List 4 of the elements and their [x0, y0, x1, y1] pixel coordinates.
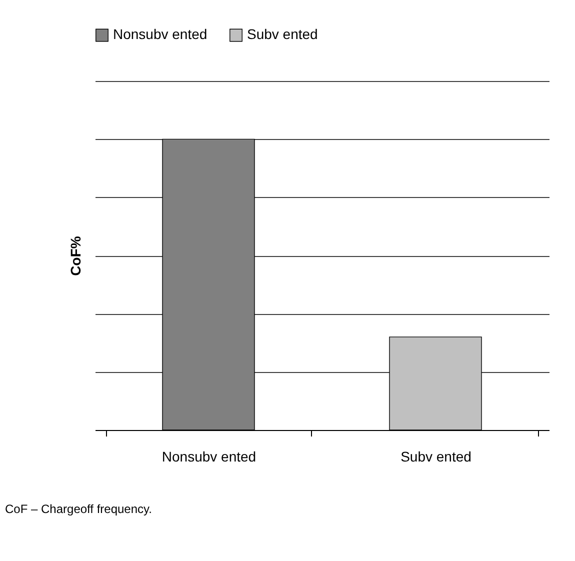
- y-axis-title: CoF%: [68, 236, 84, 276]
- legend-label: Subv ented: [247, 26, 318, 42]
- text: CoF – Chargeoff frequency.: [5, 502, 152, 516]
- legend-label: Nonsubv ented: [113, 26, 208, 42]
